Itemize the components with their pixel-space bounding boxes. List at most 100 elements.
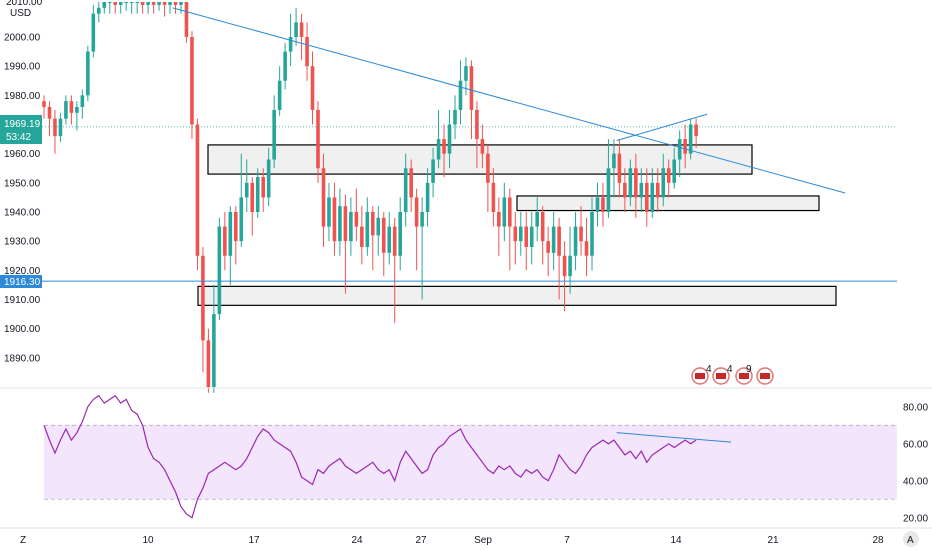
candle-body [645,182,649,212]
event-count-label: 9 [746,364,752,375]
candle-body [502,197,507,227]
candle-body [562,255,567,277]
candle-body [310,66,315,110]
auto-scale-button[interactable]: A [903,531,919,547]
price-tick-label: 2000.00 [4,33,41,44]
candle-body [551,226,556,253]
candle-body [173,2,178,5]
trendline [172,7,846,194]
candle-body [349,212,353,242]
candle-body [299,22,304,37]
candle-body [661,168,666,198]
time-tick-label: 10 [142,535,154,546]
candle-body [491,182,496,212]
candle-body [601,197,605,212]
candle-body [365,212,370,247]
time-tick-label: 21 [767,535,779,546]
candle-body [234,212,238,242]
candle-body [343,206,348,242]
currency-label: USD [10,8,31,19]
time-tick-label: 24 [351,535,363,546]
countdown-tag: 53:42 [6,132,31,143]
price-pane[interactable]: 4 4 9 [0,0,897,393]
flag-stripe-icon [760,373,770,379]
candle-body [223,226,227,256]
zone-box [197,285,837,306]
candle-body [683,139,687,154]
candle-body [606,168,611,212]
price-tags: 1969.19 53:42 1916.30 [0,115,42,288]
time-tick-label: 28 [872,535,884,546]
price-axis-top-label: 2010.00 [6,0,43,8]
candle-body [102,2,107,8]
candle-body [420,212,424,227]
zone-box [516,195,820,212]
flag-stripe-icon [739,373,749,379]
candle-body [568,255,572,277]
candle-body [338,206,342,242]
auto-scale-button-bg [903,531,919,547]
candle-body [540,212,545,242]
auto-scale-button-label: A [907,535,914,546]
candle-body [124,2,128,3]
candle-body [442,139,446,154]
candle-body [398,212,402,256]
candle-body [508,197,512,227]
candle-body [327,197,331,227]
candle-body [354,212,359,227]
candle-body [584,241,589,256]
candle-body [206,340,211,387]
candle-body [431,159,435,183]
candle-body [513,226,518,242]
time-axis[interactable]: 10 17 24 27 Sep 7 14 21 28 [142,535,884,546]
candle-body [157,2,161,5]
candle-body [118,2,123,5]
candle-body [146,2,150,5]
candle-body [458,80,463,110]
candle-body [266,159,271,198]
candlestick-series [42,2,698,393]
rsi-divergence-line [616,432,732,443]
rsi-pane[interactable] [43,394,897,519]
candle-body [195,124,200,256]
candle-body [409,168,413,198]
candle-body [573,226,578,256]
candle-body [255,177,260,212]
candle-body [464,66,468,81]
candle-body [184,2,189,37]
time-tick-label: 14 [670,535,682,546]
rsi-tick-label: 20.00 [903,513,928,524]
rsi-axis[interactable]: 80.00 60.00 40.00 20.00 [903,402,928,524]
candle-body [617,153,622,183]
price-tick-label: 1980.00 [4,91,41,102]
current-price-tag: 1969.19 [4,119,41,130]
candle-body [595,197,600,212]
trendlines [172,7,846,194]
candle-body [628,168,633,198]
economic-event-icons[interactable]: 4 4 9 [691,364,774,385]
zoom-corner-button[interactable]: Z [20,535,26,546]
time-tick-label: 17 [248,535,260,546]
candle-body [677,139,682,160]
candle-body [244,182,249,198]
candle-body [480,139,485,154]
candle-body [113,2,118,5]
candle-body [623,182,627,198]
candle-body [107,2,112,3]
candle-body [217,226,222,315]
candle-body [58,118,63,137]
rsi-tick-label: 40.00 [903,476,928,487]
candle-body [639,182,644,198]
candle-body [666,168,671,183]
zone-box [207,144,753,175]
rsi-overbought-oversold-band [44,425,897,500]
candle-body [53,118,57,137]
candle-body [277,80,282,110]
candle-body [425,182,430,212]
candle-body [190,37,194,125]
candle-body [403,168,408,212]
candle-body [179,2,183,5]
candle-body [672,159,676,183]
candle-body [694,124,698,137]
